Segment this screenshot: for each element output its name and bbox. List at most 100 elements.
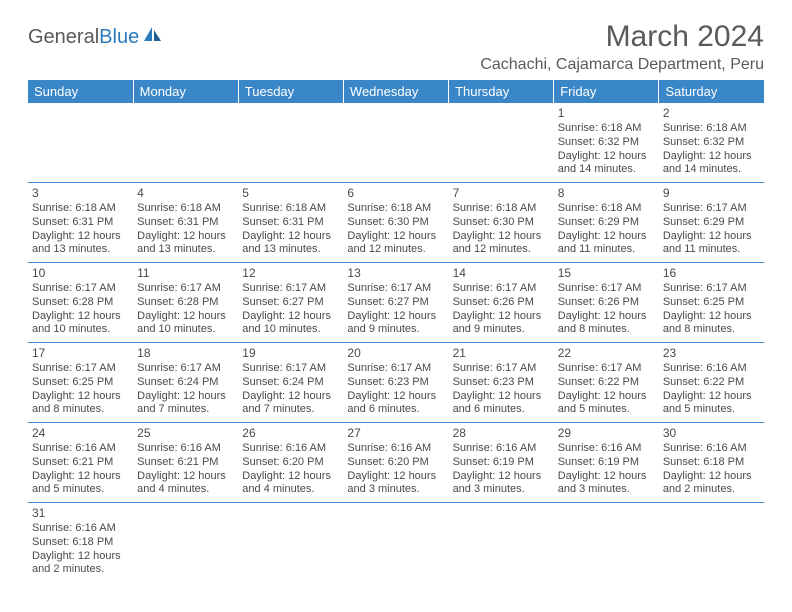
daylight-text: Daylight: 12 hours and 13 minutes.: [137, 230, 234, 258]
sunset-text: Sunset: 6:31 PM: [32, 216, 129, 230]
sunrise-text: Sunrise: 6:17 AM: [663, 282, 760, 296]
daylight-text: Daylight: 12 hours and 11 minutes.: [663, 230, 760, 258]
sunset-text: Sunset: 6:22 PM: [558, 376, 655, 390]
day-number: 20: [347, 346, 444, 361]
daylight-text: Daylight: 12 hours and 7 minutes.: [137, 390, 234, 418]
calendar-row: 10Sunrise: 6:17 AMSunset: 6:28 PMDayligh…: [28, 263, 764, 343]
daylight-text: Daylight: 12 hours and 3 minutes.: [558, 470, 655, 498]
sunrise-text: Sunrise: 6:16 AM: [453, 442, 550, 456]
logo-text-1: General: [28, 26, 99, 49]
header: GeneralBlue March 2024 Cachachi, Cajamar…: [28, 20, 764, 74]
daylight-text: Daylight: 12 hours and 5 minutes.: [663, 390, 760, 418]
daylight-text: Daylight: 12 hours and 10 minutes.: [32, 310, 129, 338]
day-number: 13: [347, 266, 444, 281]
sunset-text: Sunset: 6:26 PM: [453, 296, 550, 310]
sunrise-text: Sunrise: 6:17 AM: [558, 362, 655, 376]
calendar-body: 1Sunrise: 6:18 AMSunset: 6:32 PMDaylight…: [28, 103, 764, 582]
logo-text-2: Blue: [99, 26, 139, 49]
calendar-cell: 19Sunrise: 6:17 AMSunset: 6:24 PMDayligh…: [238, 343, 343, 423]
daylight-text: Daylight: 12 hours and 6 minutes.: [453, 390, 550, 418]
sunrise-text: Sunrise: 6:17 AM: [242, 282, 339, 296]
day-number: 23: [663, 346, 760, 361]
day-number: 24: [32, 426, 129, 441]
sunset-text: Sunset: 6:30 PM: [347, 216, 444, 230]
sunrise-text: Sunrise: 6:17 AM: [137, 282, 234, 296]
sunrise-text: Sunrise: 6:17 AM: [137, 362, 234, 376]
day-number: 29: [558, 426, 655, 441]
calendar-cell: [343, 503, 448, 583]
day-number: 26: [242, 426, 339, 441]
calendar-cell: 7Sunrise: 6:18 AMSunset: 6:30 PMDaylight…: [449, 183, 554, 263]
sunrise-text: Sunrise: 6:18 AM: [347, 202, 444, 216]
calendar-cell: [28, 103, 133, 183]
day-number: 28: [453, 426, 550, 441]
sunset-text: Sunset: 6:18 PM: [32, 536, 129, 550]
sunrise-text: Sunrise: 6:18 AM: [453, 202, 550, 216]
sunrise-text: Sunrise: 6:17 AM: [558, 282, 655, 296]
sunset-text: Sunset: 6:19 PM: [558, 456, 655, 470]
calendar-row: 17Sunrise: 6:17 AMSunset: 6:25 PMDayligh…: [28, 343, 764, 423]
sunrise-text: Sunrise: 6:17 AM: [347, 362, 444, 376]
daylight-text: Daylight: 12 hours and 13 minutes.: [32, 230, 129, 258]
calendar-row: 1Sunrise: 6:18 AMSunset: 6:32 PMDaylight…: [28, 103, 764, 183]
sunset-text: Sunset: 6:27 PM: [242, 296, 339, 310]
sail-icon: [142, 25, 164, 49]
calendar-cell: 26Sunrise: 6:16 AMSunset: 6:20 PMDayligh…: [238, 423, 343, 503]
calendar-cell: [659, 503, 764, 583]
daylight-text: Daylight: 12 hours and 4 minutes.: [242, 470, 339, 498]
day-number: 14: [453, 266, 550, 281]
sunrise-text: Sunrise: 6:16 AM: [32, 442, 129, 456]
sunset-text: Sunset: 6:30 PM: [453, 216, 550, 230]
calendar-cell: 11Sunrise: 6:17 AMSunset: 6:28 PMDayligh…: [133, 263, 238, 343]
calendar-cell: 30Sunrise: 6:16 AMSunset: 6:18 PMDayligh…: [659, 423, 764, 503]
daylight-text: Daylight: 12 hours and 14 minutes.: [663, 150, 760, 178]
daylight-text: Daylight: 12 hours and 12 minutes.: [347, 230, 444, 258]
calendar-cell: 20Sunrise: 6:17 AMSunset: 6:23 PMDayligh…: [343, 343, 448, 423]
sunrise-text: Sunrise: 6:17 AM: [242, 362, 339, 376]
calendar-cell: 31Sunrise: 6:16 AMSunset: 6:18 PMDayligh…: [28, 503, 133, 583]
title-block: March 2024 Cachachi, Cajamarca Departmen…: [480, 20, 764, 74]
sunset-text: Sunset: 6:23 PM: [347, 376, 444, 390]
sunrise-text: Sunrise: 6:17 AM: [32, 282, 129, 296]
daylight-text: Daylight: 12 hours and 8 minutes.: [663, 310, 760, 338]
daylight-text: Daylight: 12 hours and 13 minutes.: [242, 230, 339, 258]
daylight-text: Daylight: 12 hours and 9 minutes.: [453, 310, 550, 338]
month-title: March 2024: [480, 20, 764, 54]
calendar-row: 3Sunrise: 6:18 AMSunset: 6:31 PMDaylight…: [28, 183, 764, 263]
day-number: 2: [663, 106, 760, 121]
sunrise-text: Sunrise: 6:17 AM: [663, 202, 760, 216]
calendar-cell: [238, 503, 343, 583]
day-number: 10: [32, 266, 129, 281]
daylight-text: Daylight: 12 hours and 10 minutes.: [137, 310, 234, 338]
daylight-text: Daylight: 12 hours and 5 minutes.: [32, 470, 129, 498]
daylight-text: Daylight: 12 hours and 12 minutes.: [453, 230, 550, 258]
daylight-text: Daylight: 12 hours and 7 minutes.: [242, 390, 339, 418]
daylight-text: Daylight: 12 hours and 11 minutes.: [558, 230, 655, 258]
daylight-text: Daylight: 12 hours and 4 minutes.: [137, 470, 234, 498]
calendar-cell: 12Sunrise: 6:17 AMSunset: 6:27 PMDayligh…: [238, 263, 343, 343]
day-number: 4: [137, 186, 234, 201]
calendar-cell: 17Sunrise: 6:17 AMSunset: 6:25 PMDayligh…: [28, 343, 133, 423]
daylight-text: Daylight: 12 hours and 9 minutes.: [347, 310, 444, 338]
calendar-cell: 1Sunrise: 6:18 AMSunset: 6:32 PMDaylight…: [554, 103, 659, 183]
sunrise-text: Sunrise: 6:18 AM: [242, 202, 339, 216]
sunrise-text: Sunrise: 6:16 AM: [32, 522, 129, 536]
day-number: 1: [558, 106, 655, 121]
calendar-table: Sunday Monday Tuesday Wednesday Thursday…: [28, 80, 764, 582]
sunset-text: Sunset: 6:29 PM: [663, 216, 760, 230]
sunrise-text: Sunrise: 6:16 AM: [137, 442, 234, 456]
logo: GeneralBlue: [28, 26, 164, 49]
sunset-text: Sunset: 6:20 PM: [242, 456, 339, 470]
calendar-cell: [449, 103, 554, 183]
sunset-text: Sunset: 6:27 PM: [347, 296, 444, 310]
calendar-cell: 10Sunrise: 6:17 AMSunset: 6:28 PMDayligh…: [28, 263, 133, 343]
sunset-text: Sunset: 6:21 PM: [32, 456, 129, 470]
sunset-text: Sunset: 6:28 PM: [32, 296, 129, 310]
day-number: 30: [663, 426, 760, 441]
daylight-text: Daylight: 12 hours and 2 minutes.: [32, 550, 129, 578]
daylight-text: Daylight: 12 hours and 8 minutes.: [32, 390, 129, 418]
sunrise-text: Sunrise: 6:17 AM: [453, 362, 550, 376]
calendar-cell: 29Sunrise: 6:16 AMSunset: 6:19 PMDayligh…: [554, 423, 659, 503]
sunrise-text: Sunrise: 6:16 AM: [558, 442, 655, 456]
sunrise-text: Sunrise: 6:16 AM: [242, 442, 339, 456]
